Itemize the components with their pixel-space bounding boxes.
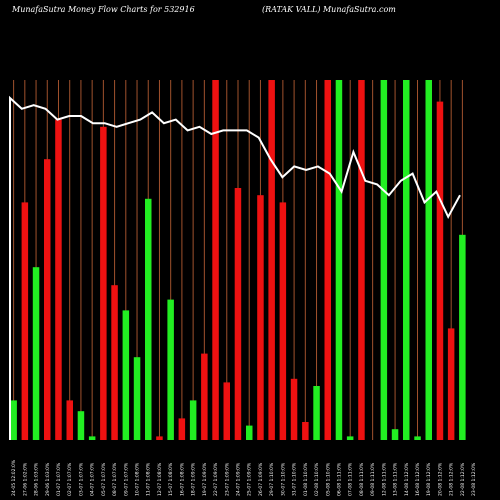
money-flow-line [9, 95, 461, 440]
x-tick-label: 19-07 1:09:0% [202, 462, 208, 496]
x-tick-label: 23-07 1:09:0% [224, 462, 230, 496]
bar-up [189, 400, 197, 440]
x-tick-label: 12-08 1:11:0% [381, 462, 387, 496]
x-tick-label: 08-07 1:07:0% [112, 462, 118, 496]
x-tick-label: 05-08 1:10:0% [325, 462, 331, 496]
bar-up [10, 400, 17, 440]
bar-up [403, 80, 410, 440]
x-tick-label: 25-07 1:09:0% [247, 462, 253, 496]
bar-down [234, 188, 242, 440]
x-tick-label: 08-08 1:11:0% [359, 462, 365, 496]
x-tick-label: 26-07 1:09:0% [258, 462, 264, 496]
bar-up [391, 429, 399, 440]
x-tick-label: 02-08 1:10:0% [314, 462, 320, 496]
bar-down [324, 80, 331, 440]
bar-down [201, 353, 208, 440]
bar-up [122, 310, 130, 440]
chart-title-right: (RATAK VALL) MunafaSutra.com [262, 5, 396, 14]
x-tick-label: 29-07 1:10:0% [269, 462, 275, 496]
x-tick-label: 18-07 1:09:0% [191, 462, 197, 496]
x-tick-label: 30-07 1:10:0% [280, 462, 286, 496]
x-tick-label: 29-06 1:03:0% [45, 462, 51, 496]
x-tick-label: 05-07 1:07:0% [101, 462, 107, 496]
bar-up [246, 425, 253, 440]
bar-up [32, 267, 40, 440]
x-tick-label: 19-08 1:12:0% [426, 462, 432, 496]
bar-down [111, 285, 118, 440]
bar-down [55, 119, 62, 440]
bar-down [257, 195, 264, 440]
bar-up [77, 411, 85, 440]
bar-up [380, 80, 388, 440]
x-tick-label: 31-07 1:10:0% [292, 462, 298, 496]
bar-series [10, 80, 466, 441]
x-tick-label: 02-07 1:07:0% [67, 462, 73, 496]
bar-up [313, 386, 320, 440]
bar-down [100, 126, 107, 441]
bar-down [290, 378, 298, 440]
bar-down [302, 422, 309, 440]
x-tick-label: 07-08 1:11:0% [348, 462, 354, 496]
x-tick-label: 15-07 1:08:0% [168, 462, 174, 496]
x-tick-label: 11-07 1:08:0% [146, 462, 152, 496]
x-axis-tick-labels: 24-05 12:02:0% 27-06 1:02:0% 28-06 1:03:0%… [11, 459, 477, 496]
bar-up [88, 436, 96, 440]
x-tick-label: 22-07 1:09:0% [213, 462, 219, 496]
bar-up [425, 80, 432, 440]
bar-down [268, 80, 275, 440]
x-tick-label: 01-07 1:07:0% [56, 462, 62, 496]
x-tick-label: 06-08 1:11:0% [337, 462, 343, 496]
x-tick-label: 16-07 1:08:0% [179, 462, 185, 496]
bar-down [178, 418, 186, 440]
x-tick-label: 13-08 1:11:0% [393, 462, 399, 496]
x-tick-label: 24-07 1:09:0% [236, 462, 242, 496]
x-tick-label: 24-05 12:02:0% [11, 459, 17, 496]
x-tick-label: 20-08 1:12:0% [438, 462, 444, 496]
x-tick-label: 27-06 1:02:0% [22, 462, 28, 496]
x-tick-label: 01-08 1:10:0% [303, 462, 309, 496]
x-tick-label: 22-08 1:12:0% [460, 462, 466, 496]
chart-title-left: MunafaSutra Money Flow Charts for 532916 [11, 5, 195, 14]
bar-down [436, 101, 444, 440]
bar-down [156, 436, 163, 440]
x-tick-label: 28-06 1:03:0% [34, 462, 40, 496]
bar-down [358, 80, 365, 440]
bar-up [346, 436, 354, 440]
bar-up [133, 357, 141, 440]
bar-down [223, 382, 230, 440]
bar-down [66, 400, 73, 440]
x-tick-label: 16-08 1:12:0% [415, 462, 421, 496]
x-tick-label: 03-07 1:07:0% [78, 462, 84, 496]
bar-up [167, 299, 174, 440]
x-tick-label: 21-08 1:12:0% [449, 462, 455, 496]
x-tick-label: 12-07 1:08:0% [157, 462, 163, 496]
x-tick-label: 09-07 1:07:0% [123, 462, 129, 496]
x-tick-label: 10-07 1:08:0% [135, 462, 141, 496]
x-tick-label: 09-08 1:11:0% [370, 462, 376, 496]
bar-down [447, 328, 455, 440]
bar-up [414, 436, 421, 440]
x-tick-label: 23-08 1:12:0% [471, 462, 477, 496]
bar-down [44, 159, 51, 440]
bar-down [21, 202, 29, 440]
bar-down [212, 80, 219, 440]
x-tick-label: 04-07 1:07:0% [90, 462, 96, 496]
bar-up [145, 198, 152, 440]
bar-down [279, 202, 287, 440]
bar-up [459, 234, 466, 440]
bar-up [335, 80, 343, 440]
x-tick-label: 14-08 1:12:0% [404, 462, 410, 496]
